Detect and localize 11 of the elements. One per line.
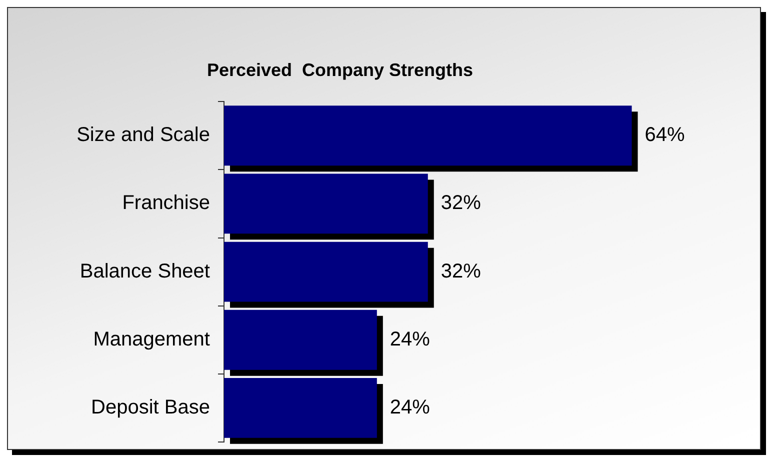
y-tick-label: Size and Scale xyxy=(76,124,210,146)
y-tick-label: Franchise xyxy=(122,192,210,214)
data-label: 24% xyxy=(390,328,430,350)
chart-title: Perceived Company Strengths xyxy=(206,60,474,80)
y-tick-label: Balance Sheet xyxy=(80,260,210,282)
data-label: 32% xyxy=(440,192,482,214)
y-tick-label: Deposit Base xyxy=(91,396,210,418)
data-label: 32% xyxy=(440,260,482,282)
y-tick-label: Management xyxy=(93,328,210,350)
data-label: 64% xyxy=(644,124,686,146)
data-label: 24% xyxy=(390,396,430,418)
